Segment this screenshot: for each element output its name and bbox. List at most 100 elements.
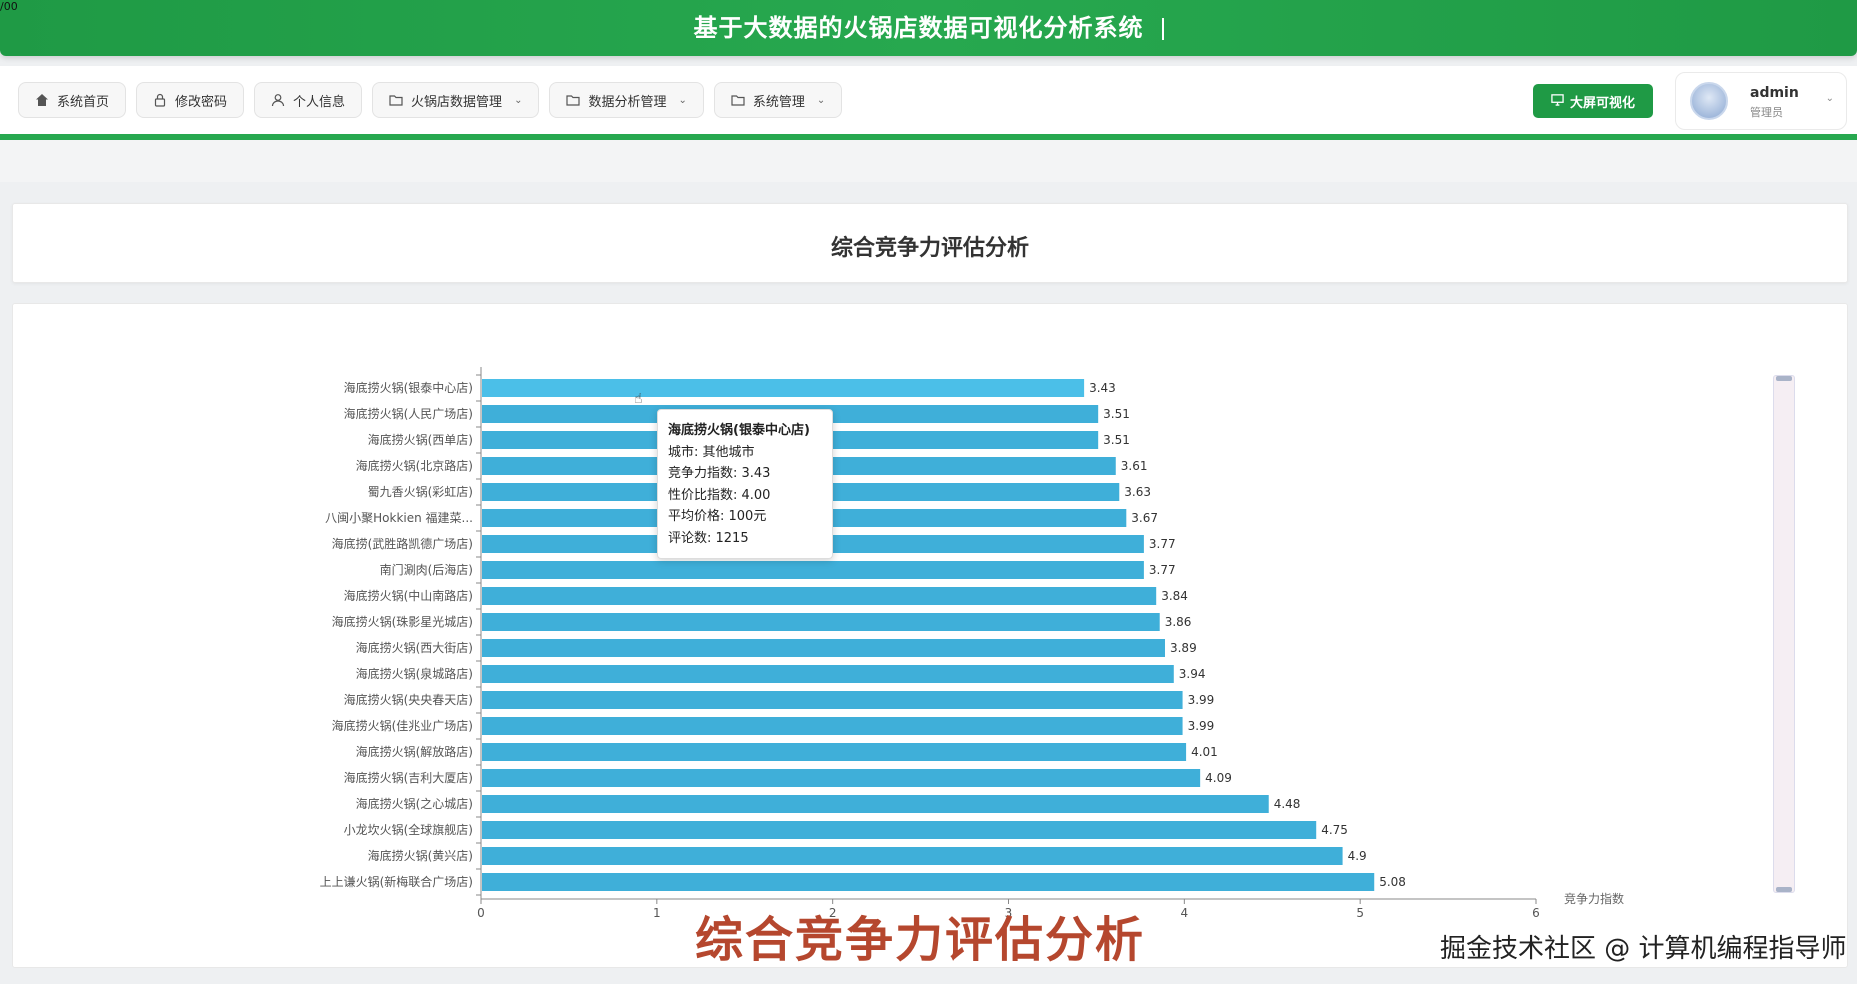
y-tick-label: 海底捞火锅(解放路店) <box>356 744 473 759</box>
y-tick-label: 海底捞火锅(佳兆业广场店) <box>332 718 473 733</box>
user-menu[interactable]: admin 管理员 ⌄ <box>1675 72 1847 130</box>
nav-item-change-password[interactable]: 修改密码 <box>136 82 245 118</box>
overlay-caption: 综合竞争力评估分析 <box>694 912 1145 968</box>
chart-panel: 海底捞火锅(银泰中心店) 3.43 海底捞火锅(人民广场店) 3.51 海底捞火锅(西单… <box>12 303 1848 968</box>
user-role: 管理员 <box>1750 106 1783 119</box>
y-tick-label: 海底捞火锅(珠影星光城店) <box>332 614 473 629</box>
bar <box>482 379 1085 397</box>
bar-value-label: 3.99 <box>1188 693 1215 707</box>
bar-value-label: 3.63 <box>1124 485 1151 499</box>
folder-icon <box>731 93 745 107</box>
bar-chart: 海底捞火锅(银泰中心店) 3.43 海底捞火锅(人民广场店) 3.51 海底捞火锅(西单… <box>320 367 1624 920</box>
y-tick-label: 海底捞火锅(北京路店) <box>356 458 473 473</box>
folder-icon <box>389 93 403 107</box>
bar <box>482 717 1183 735</box>
y-tick-label: 海底捞火锅(泉城路店) <box>356 666 473 681</box>
tooltip-title: 海底捞火锅(银泰中心店) <box>668 423 810 438</box>
nav-item-label: 数据分析管理 <box>588 94 667 110</box>
bigscreen-button-label: 大屏可视化 <box>1569 95 1635 111</box>
bar <box>482 561 1144 579</box>
bar-value-label: 3.51 <box>1103 433 1130 447</box>
user-name: admin <box>1750 85 1799 101</box>
bar-value-label: 3.77 <box>1149 537 1176 551</box>
bar-value-label: 3.86 <box>1165 615 1192 629</box>
x-axis-title: 竞争力指数 <box>1564 891 1624 906</box>
bar <box>482 821 1317 839</box>
bar-value-label: 3.94 <box>1179 667 1206 681</box>
panel-title: 综合竞争力评估分析 <box>830 236 1029 261</box>
x-tick-label: 3 <box>1005 906 1013 920</box>
chart-tooltip: 海底捞火锅(银泰中心店) 城市: 其他城市 竞争力指数: 3.43 性价比指数:… <box>657 409 833 559</box>
title-panel: 综合竞争力评估分析 <box>12 203 1848 283</box>
nav-item-profile[interactable]: 个人信息 <box>254 82 363 118</box>
datazoom-handle-top[interactable] <box>1776 376 1792 381</box>
chevron-down-icon: ⌄ <box>678 94 687 106</box>
y-tick-label: 上上谦火锅(新梅联合广场店) <box>320 874 473 889</box>
lock-icon <box>153 93 167 107</box>
y-tick-label: 海底捞(武胜路凯德广场店) <box>332 536 473 551</box>
x-tick-label: 5 <box>1356 906 1364 920</box>
tooltip-line: 平均价格: 100元 <box>668 509 767 524</box>
nav-item-label: 修改密码 <box>175 94 228 110</box>
chevron-down-icon: ⌄ <box>1825 93 1834 104</box>
x-tick-label: 2 <box>829 906 837 920</box>
datazoom-handle-bottom[interactable] <box>1776 887 1792 892</box>
y-tick-label: 蜀九香火锅(彩虹店) <box>368 484 473 499</box>
x-tick-label: 1 <box>653 906 661 920</box>
corner-mark: /00 <box>0 0 18 13</box>
bigscreen-button[interactable]: 大屏可视化 <box>1533 84 1653 118</box>
nav-item-system[interactable]: 系统管理 ⌄ <box>713 82 843 118</box>
bar <box>482 847 1343 865</box>
y-tick-label: 海底捞火锅(中山南路店) <box>344 588 473 603</box>
text-cursor <box>1161 18 1164 40</box>
bar-value-label: 4.48 <box>1274 797 1301 811</box>
bar <box>482 795 1269 813</box>
x-tick-label: 0 <box>477 906 485 920</box>
y-tick-label: 海底捞火锅(西单店) <box>368 432 473 447</box>
bar-value-label: 3.67 <box>1131 511 1158 525</box>
nav-item-home[interactable]: 系统首页 <box>18 82 127 118</box>
home-icon <box>35 93 49 107</box>
x-tick-label: 4 <box>1181 906 1189 920</box>
tooltip-line: 性价比指数: 4.00 <box>668 487 771 503</box>
bar <box>482 587 1157 605</box>
mouse-pointer-icon: ☝ <box>634 391 643 407</box>
top-navbar: 系统首页 修改密码 个人信息 火锅店数据管理 ⌄ 数据分析管理 <box>0 66 1857 140</box>
bar-value-label: 4.09 <box>1205 771 1232 785</box>
chevron-down-icon: ⌄ <box>514 94 523 106</box>
bar-value-label: 3.99 <box>1188 719 1215 733</box>
y-tick-label: 南门涮肉(后海店) <box>380 562 473 577</box>
nav-item-hotpot-data[interactable]: 火锅店数据管理 ⌄ <box>372 82 540 118</box>
nav-item-label: 个人信息 <box>293 94 346 110</box>
y-tick-label: 海底捞火锅(西大街店) <box>356 640 473 655</box>
y-tick-label: 海底捞火锅(吉利大厦店) <box>344 770 473 785</box>
content-strip <box>0 140 1857 182</box>
y-tick-label: 海底捞火锅(黄兴店) <box>368 848 473 863</box>
bar <box>482 743 1187 761</box>
bar-value-label: 3.51 <box>1103 407 1130 421</box>
x-tick-label: 6 <box>1532 906 1540 920</box>
bar <box>482 613 1160 631</box>
watermark: 掘金技术社区 @ 计算机编程指导师 <box>1440 934 1847 964</box>
bar-value-label: 4.9 <box>1348 849 1367 863</box>
avatar <box>1690 82 1728 120</box>
bar-value-label: 3.61 <box>1121 459 1148 473</box>
bar-value-label: 4.01 <box>1191 745 1218 759</box>
chevron-down-icon: ⌄ <box>816 94 826 106</box>
nav-item-label: 系统首页 <box>57 94 110 110</box>
y-tick-label: 海底捞火锅(央央春天店) <box>344 692 473 707</box>
folder-icon <box>566 93 581 107</box>
tooltip-line: 城市: 其他城市 <box>668 444 755 460</box>
user-icon <box>271 93 285 107</box>
nav-menu: 系统首页 修改密码 个人信息 火锅店数据管理 ⌄ 数据分析管理 <box>18 82 843 118</box>
bar-value-label: 3.84 <box>1161 589 1188 603</box>
y-tick-label: 海底捞火锅(人民广场店) <box>344 406 473 421</box>
datazoom-slider[interactable] <box>1773 375 1795 893</box>
nav-item-data-analysis[interactable]: 数据分析管理 ⌄ <box>549 82 704 118</box>
bar <box>482 691 1183 709</box>
app-title: 基于大数据的火锅店数据可视化分析系统 <box>0 8 1857 43</box>
bar-value-label: 3.77 <box>1149 563 1176 577</box>
nav-item-label: 火锅店数据管理 <box>411 94 503 110</box>
y-tick-label: 八闽小聚Hokkien 福建菜... <box>325 510 473 525</box>
y-tick-label: 海底捞火锅(银泰中心店) <box>344 380 473 395</box>
